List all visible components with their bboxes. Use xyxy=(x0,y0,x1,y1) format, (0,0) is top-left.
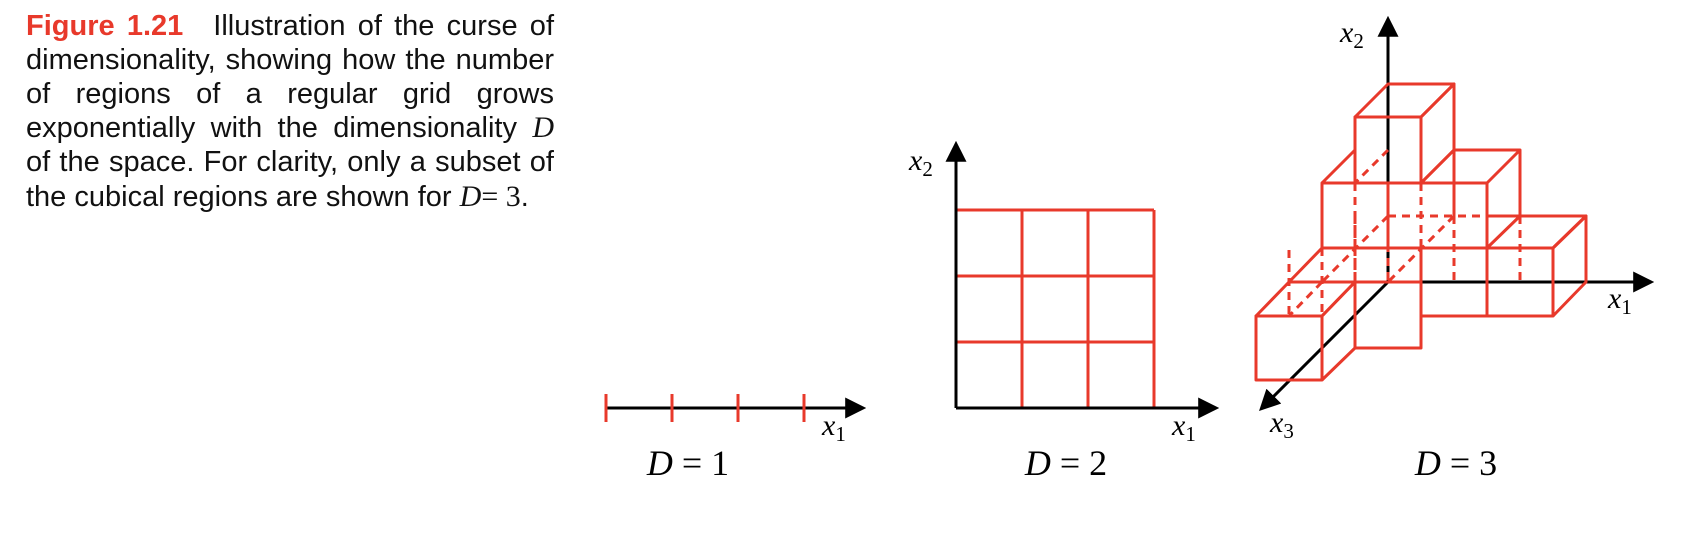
d1-label: D = 1 xyxy=(646,443,729,483)
d1-ticks xyxy=(604,394,806,422)
d3-cubes xyxy=(1254,82,1588,382)
panel-d2: x1 x2 D = 2 xyxy=(908,140,1220,483)
figure-caption: Figure 1.21 Illustration of the curse of … xyxy=(26,10,554,215)
d3-cube-edge xyxy=(1320,148,1357,185)
d3-label: D = 3 xyxy=(1414,443,1497,483)
caption-end: . xyxy=(520,180,529,213)
d3-x3-axis xyxy=(1259,280,1390,411)
caption-var-d: D xyxy=(532,111,554,145)
d3-cube-edge xyxy=(1485,148,1522,185)
d3-cube-front-face xyxy=(1355,280,1423,350)
d3-x2-label: x2 xyxy=(1339,16,1364,53)
d3-x1-label: x1 xyxy=(1607,282,1632,319)
d3-cube-edge xyxy=(1287,246,1355,284)
caption-text: Illustration of the curse of dimensional… xyxy=(26,10,554,145)
caption-eq-lhs: D xyxy=(459,179,482,213)
d2-grid xyxy=(956,208,1156,408)
panel-d1: x1 D = 1 xyxy=(604,394,867,483)
d3-x3-label: x3 xyxy=(1269,406,1294,443)
d2-x2-label: x2 xyxy=(908,144,933,181)
d2-x1-label: x1 xyxy=(1171,409,1196,446)
d3-cube-side-face xyxy=(1320,280,1357,382)
d1-x1-label: x1 xyxy=(821,409,846,446)
caption-eq-rhs: = 3 xyxy=(481,179,521,213)
d2-label: D = 2 xyxy=(1024,443,1107,483)
panel-d3: x1 x2 x3 D = 3 xyxy=(1254,15,1655,483)
d3-cube-front-face xyxy=(1254,314,1324,382)
caption-text-2: of the space. For clarity, only a subset… xyxy=(26,146,554,213)
d3-hidden-edge xyxy=(1287,280,1324,318)
d3-hidden-edge xyxy=(1353,148,1390,185)
d3-cube-side-face xyxy=(1551,214,1588,318)
figure-label: Figure 1.21 xyxy=(26,10,184,42)
